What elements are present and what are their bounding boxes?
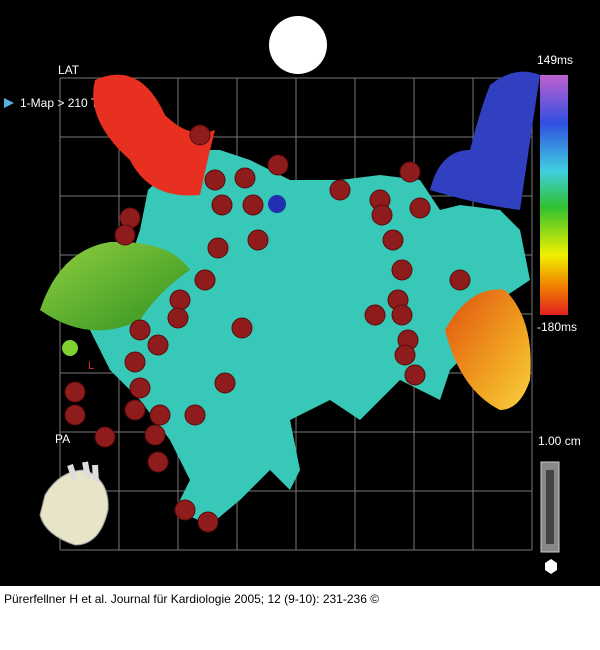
caption: Pürerfellner H et al. Journal für Kardio… — [4, 592, 380, 606]
ablation-point — [167, 307, 189, 329]
ablation-point — [147, 451, 169, 473]
green-marker — [62, 340, 78, 356]
ablation-point — [129, 319, 151, 341]
ablation-points — [64, 124, 471, 533]
scale-handle — [545, 559, 557, 574]
ablation-point — [124, 399, 146, 421]
ablation-point — [449, 269, 471, 291]
ablation-point — [329, 179, 351, 201]
ablation-point — [214, 372, 236, 394]
ablation-point — [404, 364, 426, 386]
ablation-point — [409, 197, 431, 219]
ablation-point — [189, 124, 211, 146]
ablation-point — [391, 259, 413, 281]
ablation-point — [399, 161, 421, 183]
ablation-point — [207, 237, 229, 259]
blue-vein — [430, 71, 540, 211]
ablation-point — [242, 194, 264, 216]
ablation-point — [267, 154, 289, 176]
orientation-label: PA — [55, 432, 70, 446]
scale-bar-inner — [546, 470, 554, 544]
view-label: LAT — [58, 63, 80, 77]
ablation-point — [391, 304, 413, 326]
scale-min: -180ms — [537, 320, 577, 334]
ablation-point — [231, 317, 253, 339]
ablation-point — [204, 169, 226, 191]
ablation-point — [197, 511, 219, 533]
orientation-circle — [269, 16, 327, 74]
ablation-point — [194, 269, 216, 291]
heart-vessels — [67, 461, 99, 483]
scale-bar-label: 1.00 cm — [538, 434, 581, 448]
map-view: LAT 1-Map > 210 Tip L PA 149ms -180ms 1.… — [0, 0, 600, 586]
green-vein — [40, 241, 190, 331]
ablation-point — [144, 424, 166, 446]
ablation-point — [382, 229, 404, 251]
map-arrow — [4, 98, 14, 108]
orange-vein — [445, 289, 531, 410]
marker-label: L — [88, 360, 94, 372]
ablation-point — [64, 404, 86, 426]
ablation-point — [394, 344, 416, 366]
red-appendage — [93, 74, 215, 196]
ablation-point — [364, 304, 386, 326]
ablation-point — [169, 289, 191, 311]
ablation-point — [174, 499, 196, 521]
ablation-point — [64, 381, 86, 403]
ablation-point — [124, 351, 146, 373]
scale-max: 149ms — [537, 53, 573, 67]
ablation-point — [184, 404, 206, 426]
ablation-point — [211, 194, 233, 216]
ablation-point — [149, 404, 171, 426]
ablation-point — [371, 204, 393, 226]
color-scale — [540, 75, 568, 315]
ablation-point — [247, 229, 269, 251]
blue-point — [268, 195, 286, 213]
atrium-surface — [90, 150, 530, 525]
ablation-point — [234, 167, 256, 189]
ablation-point — [94, 426, 116, 448]
ablation-point — [114, 224, 136, 246]
map-label: 1-Map > 210 Tip — [20, 96, 107, 110]
ablation-point — [129, 377, 151, 399]
ablation-point — [147, 334, 169, 356]
